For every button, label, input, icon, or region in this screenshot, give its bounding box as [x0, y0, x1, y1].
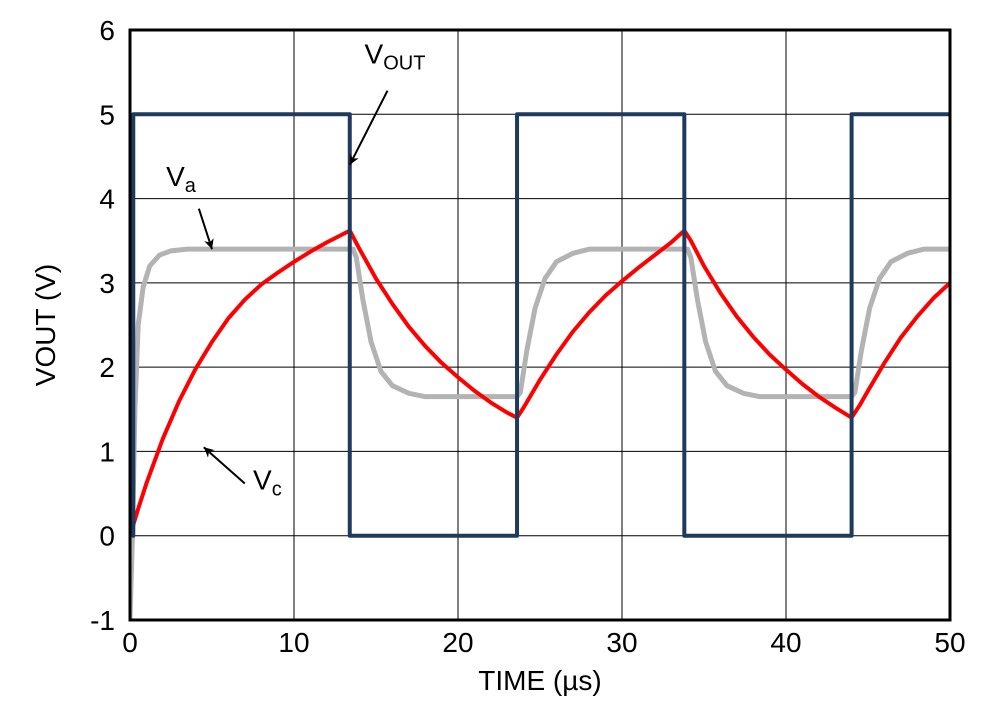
- x-axis-label: TIME (µs): [478, 665, 601, 696]
- y-tick-label: 3: [99, 268, 115, 299]
- y-tick-label: 4: [99, 184, 115, 215]
- y-tick-label: 0: [99, 521, 115, 552]
- x-tick-label: 40: [770, 627, 801, 658]
- waveform-chart: 01020304050-10123456TIME (µs)VOUT (V)VOU…: [0, 0, 1000, 712]
- y-axis-label: VOUT (V): [30, 264, 61, 386]
- y-tick-label: -1: [90, 605, 115, 636]
- y-tick-label: 5: [99, 99, 115, 130]
- y-tick-label: 6: [99, 15, 115, 46]
- x-tick-label: 10: [278, 627, 309, 658]
- chart-container: 01020304050-10123456TIME (µs)VOUT (V)VOU…: [0, 0, 1000, 712]
- x-tick-label: 50: [934, 627, 965, 658]
- x-tick-label: 30: [606, 627, 637, 658]
- y-tick-label: 1: [99, 436, 115, 467]
- x-tick-label: 20: [442, 627, 473, 658]
- y-tick-label: 2: [99, 352, 115, 383]
- x-tick-label: 0: [122, 627, 138, 658]
